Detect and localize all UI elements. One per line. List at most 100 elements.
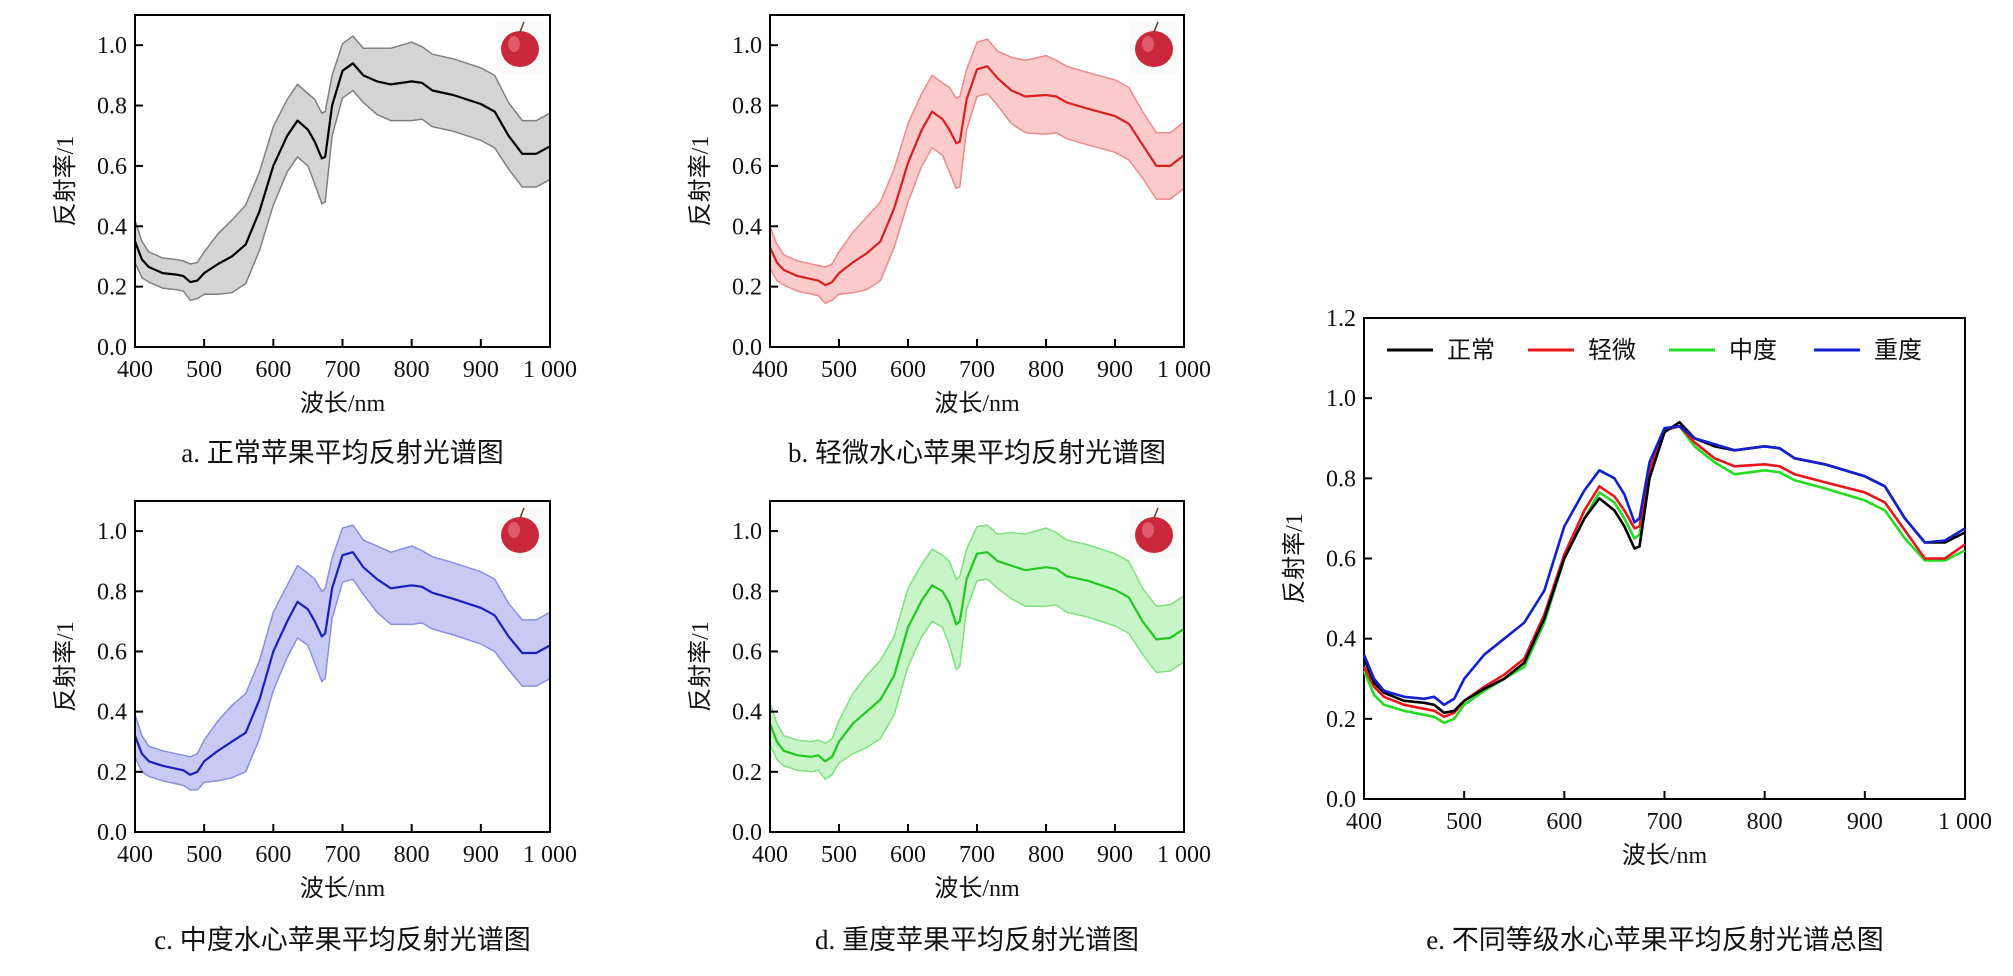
std-band (769, 38, 1185, 305)
x-tick-label: 500 (186, 842, 222, 868)
x-tick-label: 900 (1097, 357, 1133, 383)
x-tick-label: 500 (1446, 809, 1482, 835)
panel-caption: a. 正常苹果平均反射光谱图 (181, 438, 503, 468)
x-tick-label: 700 (959, 842, 995, 868)
y-tick-label: 1.0 (732, 519, 762, 545)
y-tick-label: 0.8 (97, 94, 127, 120)
y-tick-label: 0.6 (97, 154, 127, 180)
spectrum-line-0 (1362, 420, 1966, 715)
x-axis-label: 波长/nm (1622, 842, 1708, 869)
x-tick-label: 900 (463, 842, 499, 868)
y-tick-label: 0.0 (97, 335, 127, 361)
y-tick-label: 1.0 (97, 33, 127, 59)
x-tick-label: 1 000 (523, 842, 577, 868)
x-tick-label: 400 (752, 842, 788, 868)
panel-b: 400 500 600 700 800 900 1 000 0.0 0.2 0.4 0.6 0.8 1.… (687, 14, 1211, 468)
std-band (769, 524, 1185, 781)
y-tick-label: 0.4 (97, 214, 127, 240)
x-tick-label: 400 (752, 357, 788, 383)
apple-icon (496, 507, 544, 559)
y-axis-label: 反射率/1 (52, 621, 79, 712)
apple-body (1135, 31, 1173, 67)
y-axis-label: 反射率/1 (687, 621, 714, 712)
x-tick-label: 1 000 (1157, 842, 1211, 868)
y-tick-label: 0.6 (97, 639, 127, 665)
legend-item: 轻微 (1528, 337, 1636, 364)
x-tick-label: 1 000 (523, 357, 577, 383)
y-tick-label: 0.0 (732, 820, 762, 846)
plot-frame (1363, 317, 1966, 800)
y-tick-label: 0.2 (732, 275, 762, 301)
legend-item: 重度 (1814, 337, 1922, 364)
x-tick-label: 400 (1346, 809, 1382, 835)
panel-caption: c. 中度水心苹果平均反射光谱图 (154, 925, 530, 955)
y-axis-label: 反射率/1 (52, 136, 79, 227)
apple-stem (519, 21, 525, 33)
spectrum-line-2 (1362, 424, 1966, 725)
apple-highlight (508, 36, 520, 52)
apple-icon (496, 21, 544, 73)
x-tick-label: 800 (394, 842, 430, 868)
x-axis-label: 波长/nm (300, 875, 386, 902)
x-tick-label: 400 (117, 842, 153, 868)
apple-stem (1153, 21, 1159, 33)
y-tick-label: 1.0 (1326, 386, 1356, 412)
x-tick-label: 500 (821, 357, 857, 383)
panel-c: 400 500 600 700 800 900 1 000 0.0 0.2 0.4 0.6 0.8 1.… (52, 500, 577, 955)
x-tick-label: 700 (325, 357, 361, 383)
apple-icon (1130, 507, 1178, 559)
x-tick-label: 900 (463, 357, 499, 383)
std-band (134, 35, 551, 302)
mean-spectrum-line (133, 62, 551, 284)
y-axis-label: 反射率/1 (1281, 513, 1308, 604)
x-tick-label: 500 (186, 357, 222, 383)
y-tick-label: 0.8 (732, 94, 762, 120)
y-tick-label: 0.8 (732, 579, 762, 605)
y-tick-label: 0.2 (97, 760, 127, 786)
x-tick-label: 800 (1747, 809, 1783, 835)
apple-stem (519, 507, 525, 519)
x-tick-label: 500 (821, 842, 857, 868)
x-tick-label: 900 (1847, 809, 1883, 835)
mean-spectrum-line (768, 551, 1185, 763)
panel-caption: d. 重度苹果平均反射光谱图 (815, 925, 1139, 955)
x-tick-label: 600 (1546, 809, 1582, 835)
y-tick-label: 0.4 (1326, 627, 1356, 653)
x-tick-label: 600 (890, 357, 926, 383)
y-tick-label: 0.2 (1326, 707, 1356, 733)
panel-a: 400 500 600 700 800 900 1 000 0.0 0.2 0.4 0.6 0.8 1.… (52, 14, 577, 468)
legend-label: 正常 (1447, 337, 1495, 364)
apple-highlight (1142, 522, 1154, 538)
x-axis-label: 波长/nm (934, 875, 1020, 902)
x-axis-label: 波长/nm (300, 390, 386, 417)
y-tick-label: 0.2 (97, 275, 127, 301)
mean-spectrum-line (768, 65, 1185, 287)
y-tick-label: 1.2 (1326, 306, 1356, 332)
y-tick-label: 0.6 (1326, 547, 1356, 573)
x-tick-label: 400 (117, 357, 153, 383)
y-tick-label: 0.2 (732, 760, 762, 786)
y-tick-label: 0.0 (1326, 787, 1356, 813)
apple-body (1135, 517, 1173, 553)
panel-d: 400 500 600 700 800 900 1 000 0.0 0.2 0.4 0.6 0.8 1.… (687, 500, 1211, 955)
x-tick-label: 800 (1028, 842, 1064, 868)
panel-e: 400 500 600 700 800 900 1 000 0.0 0.2 0.4 0.6 0.8 1.… (1281, 306, 1992, 955)
y-tick-label: 0.6 (732, 639, 762, 665)
y-tick-label: 0.4 (97, 700, 127, 726)
spectrum-line-1 (1362, 424, 1966, 719)
legend: 正常 轻微 中度 重度 (1387, 337, 1922, 364)
x-axis-label: 波长/nm (934, 390, 1020, 417)
panel-caption: b. 轻微水心苹果平均反射光谱图 (788, 438, 1166, 468)
x-tick-label: 600 (890, 842, 926, 868)
x-tick-label: 800 (1028, 357, 1064, 383)
apple-highlight (1142, 36, 1154, 52)
x-tick-label: 1 000 (1938, 809, 1992, 835)
y-tick-label: 0.8 (97, 579, 127, 605)
apple-highlight (508, 522, 520, 538)
legend-label: 重度 (1874, 337, 1922, 364)
x-tick-label: 600 (255, 842, 291, 868)
std-band (134, 524, 551, 791)
x-tick-label: 700 (325, 842, 361, 868)
y-tick-label: 1.0 (97, 519, 127, 545)
x-tick-label: 700 (1647, 809, 1683, 835)
